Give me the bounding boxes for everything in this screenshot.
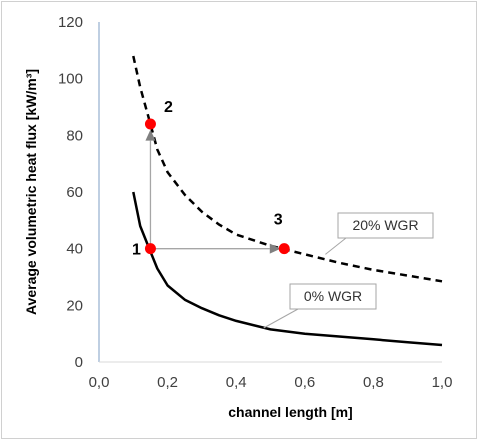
point-marker-3 bbox=[278, 243, 290, 255]
series-line-dashed bbox=[132, 55, 443, 283]
y-tick-label: 80 bbox=[66, 127, 83, 144]
x-tick-label: 0,6 bbox=[294, 374, 315, 391]
callout-box bbox=[337, 212, 434, 239]
callout-label: 20% WGR bbox=[352, 217, 418, 233]
y-tick-labels: 0 20 40 60 80 100 120 bbox=[58, 14, 83, 371]
callout-leader bbox=[263, 308, 299, 329]
y-tick-label: 100 bbox=[58, 71, 83, 88]
y-tick-label: 120 bbox=[58, 14, 83, 31]
callouts-group: 20% WGR 0% WGR bbox=[263, 212, 434, 329]
y-tick-label: 60 bbox=[66, 184, 83, 201]
point-marker-2 bbox=[144, 118, 156, 130]
y-tick-label: 20 bbox=[66, 297, 83, 314]
x-tick-label: 0,0 bbox=[89, 374, 110, 391]
arrow-head bbox=[145, 129, 156, 141]
x-tick-label: 0,8 bbox=[363, 374, 384, 391]
callout-box bbox=[289, 283, 377, 310]
y-tick-label: 40 bbox=[66, 241, 83, 258]
point-label-1: 1 bbox=[132, 242, 141, 259]
callout-leader bbox=[325, 237, 347, 255]
series-line-solid bbox=[132, 191, 443, 347]
x-tick-label: 0,2 bbox=[157, 374, 178, 391]
points-group: 1 2 3 bbox=[132, 99, 290, 259]
arrows-group bbox=[145, 129, 281, 254]
point-label-2: 2 bbox=[164, 99, 173, 116]
x-tick-label: 0,4 bbox=[226, 374, 247, 391]
arrow-head bbox=[269, 243, 281, 254]
callout-label: 0% WGR bbox=[304, 288, 362, 304]
y-tick-label: 0 bbox=[75, 354, 83, 371]
x-tick-label: 1,0 bbox=[432, 374, 453, 391]
point-label-3: 3 bbox=[274, 212, 283, 229]
x-axis-label: channel length [m] bbox=[228, 404, 352, 420]
y-axis-label: Average volumetric heat flux [kW/m³] bbox=[23, 69, 39, 315]
point-marker-1 bbox=[144, 243, 156, 255]
x-tick-labels: 0,0 0,2 0,4 0,6 0,8 1,0 bbox=[89, 374, 453, 391]
series-group bbox=[132, 55, 443, 347]
